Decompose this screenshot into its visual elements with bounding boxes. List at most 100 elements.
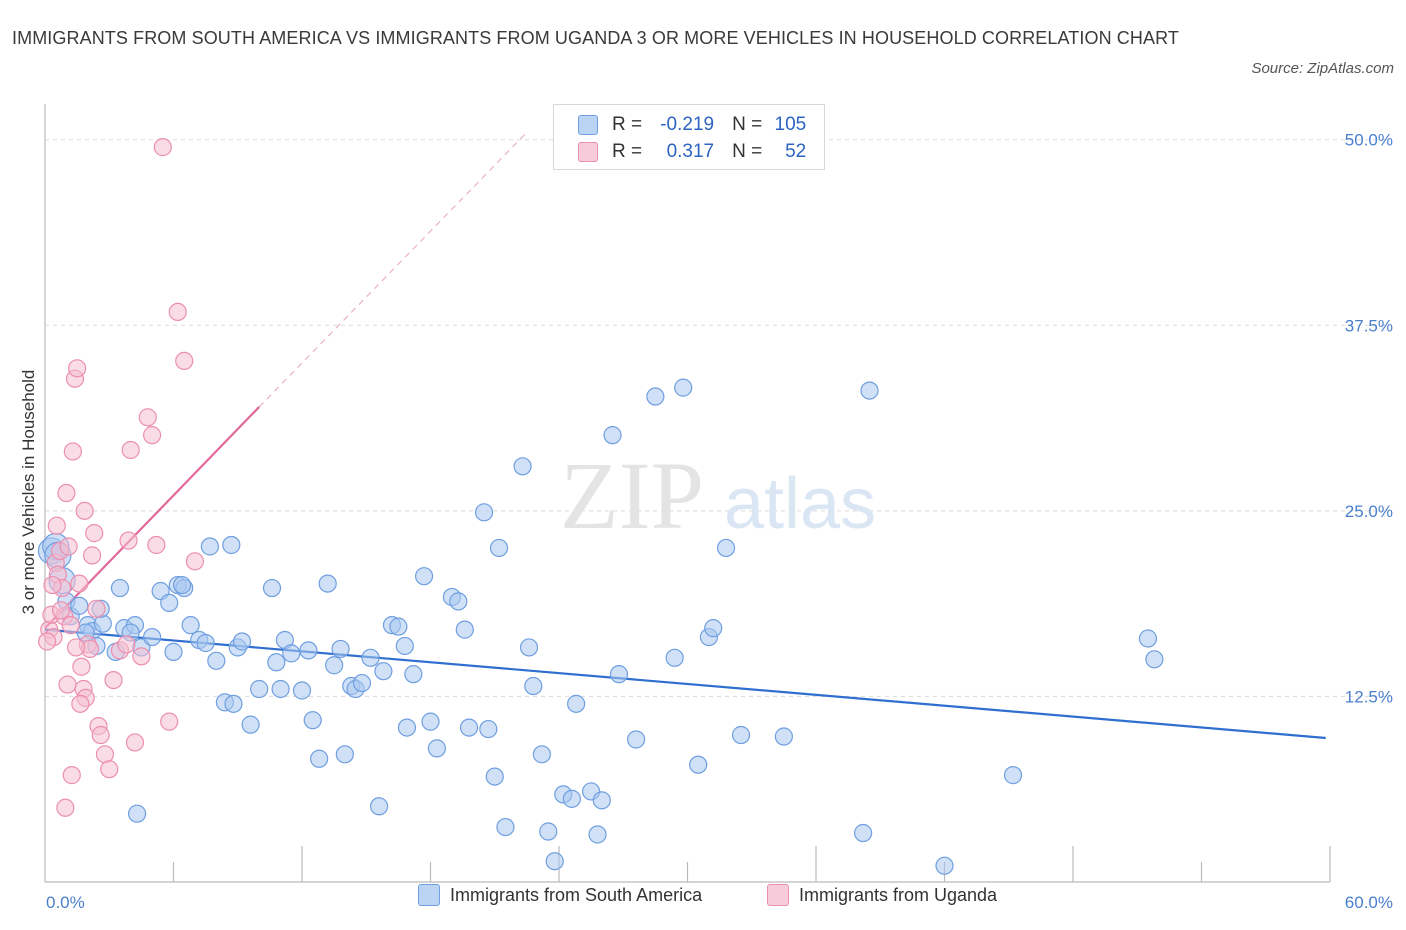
point-uganda [70,574,89,593]
point-south-america [267,653,286,672]
stats-box: R = -0.219 N = 105 R = 0.317 N = 52 [553,104,825,170]
point-uganda [61,616,80,635]
legend-item-south-america[interactable]: Immigrants from South America [418,884,702,906]
legend-item-uganda[interactable]: Immigrants from Uganda [767,884,997,906]
point-south-america [325,656,344,675]
point-uganda [63,442,82,461]
point-south-america [222,535,241,555]
point-south-america [262,578,282,598]
legend-swatch-uganda [767,884,789,906]
point-south-america [427,739,447,758]
point-south-america [142,627,162,647]
point-south-america [774,727,793,746]
y-tick-label: 25.0% [1345,502,1393,521]
point-south-america [1003,766,1023,785]
watermark-atlas: atlas [724,464,876,544]
point-uganda [43,575,62,595]
point-uganda [121,440,140,460]
point-south-america [646,387,665,406]
n-label: N = [732,141,763,162]
point-south-america [207,651,226,670]
point-uganda [85,524,104,543]
point-south-america [704,619,723,638]
stats-row-south-america: R = -0.219 N = 105 [578,111,806,139]
watermark-zip: ZIP [560,442,704,549]
point-uganda [119,531,138,550]
point-south-america [271,679,290,699]
r-value-uganda: 0.317 [666,141,715,162]
r-value-south-america: -0.219 [660,114,715,135]
point-south-america [282,644,301,663]
point-south-america [395,636,414,656]
point-south-america [127,804,147,823]
point-uganda [175,351,194,370]
point-south-america [200,537,220,556]
point-south-america [519,638,539,657]
r-label: R = [612,141,643,162]
point-uganda [91,725,110,745]
point-south-america [361,648,380,667]
axes [44,104,1331,883]
point-uganda [58,675,77,694]
point-south-america [318,574,337,593]
n-value-uganda: 52 [785,141,807,162]
point-south-america [626,730,646,749]
point-south-america [854,823,873,843]
stats-swatch-uganda [578,142,598,162]
point-uganda [47,516,66,535]
stats-row-uganda: R = 0.317 N = 52 [578,138,806,166]
point-uganda [125,733,145,752]
point-south-america [532,745,551,764]
point-uganda [132,647,151,666]
point-south-america [539,822,558,841]
point-south-america [449,592,468,611]
chart-title: IMMIGRANTS FROM SOUTH AMERICA VS IMMIGRA… [12,28,1179,48]
legend-swatch-south-america [418,884,440,906]
point-uganda [168,302,187,322]
point-south-america [545,852,564,871]
y-axis-label: 3 or more Vehicles in Household [19,370,38,615]
source-label: Source: ZipAtlas.com [1251,60,1394,77]
point-south-america [689,755,708,774]
point-uganda [71,694,90,713]
point-uganda [59,537,78,556]
point-uganda [87,599,106,618]
point-south-america [414,567,434,586]
point-uganda [83,546,102,565]
trend-extension-uganda [258,131,528,408]
point-south-america [397,718,417,737]
point-south-america [224,694,243,713]
point-south-america [588,825,607,844]
point-south-america [110,578,130,598]
point-south-america [250,679,269,699]
point-south-america [665,648,684,667]
tick-labels: 12.5% 25.0% 37.5% 50.0% 0.0% 60.0% [46,131,1393,912]
point-south-america [1145,650,1164,669]
point-uganda [72,657,91,676]
point-uganda [56,798,75,817]
point-south-america [524,676,543,696]
point-south-america [196,633,215,653]
point-south-america [70,596,89,615]
y-tick-label: 37.5% [1345,316,1393,335]
grid-lines [45,139,1390,697]
x-tick-label: 60.0% [1345,893,1393,912]
point-south-america [496,817,515,837]
point-south-america [164,642,183,661]
point-south-america [181,616,200,635]
point-south-america [674,378,693,397]
point-south-america [485,767,504,786]
point-south-america [567,694,586,713]
point-uganda [66,638,86,657]
point-south-america [310,749,329,768]
point-south-america [479,719,498,739]
point-south-america [455,620,474,639]
point-uganda [147,535,166,555]
point-uganda [104,670,123,690]
point-uganda [153,138,172,157]
point-south-america [1138,629,1158,648]
point-uganda [68,359,87,378]
point-south-america [603,426,622,445]
point-south-america [459,718,479,737]
